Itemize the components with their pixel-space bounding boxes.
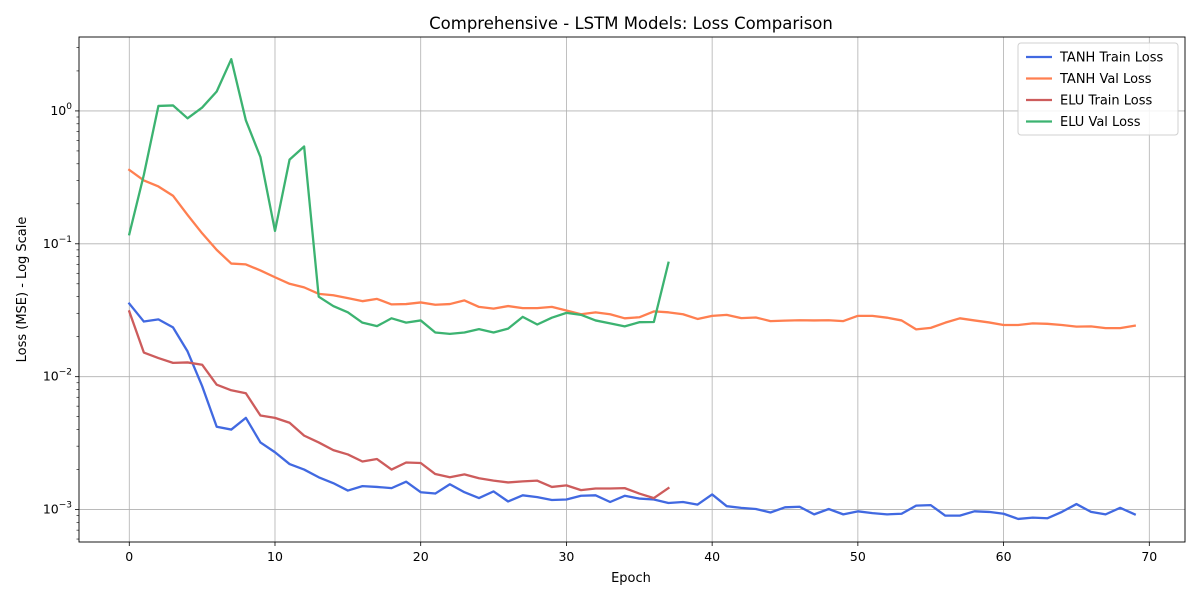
grid [79, 37, 1185, 542]
y-tick-exponent: −3 [59, 501, 72, 511]
y-tick-exponent: −1 [59, 235, 72, 245]
y-tick-label: 100 [50, 102, 72, 118]
x-tick-label: 50 [850, 549, 866, 564]
series-line-3 [127, 309, 671, 500]
chart-title: Comprehensive - LSTM Models: Loss Compar… [429, 14, 833, 33]
x-axis-ticks: 0 10 20 30 40 50 60 70 [125, 542, 1157, 564]
y-tick-exponent: −2 [59, 368, 72, 378]
y-tick-base: 10 [43, 502, 59, 517]
x-tick-label: 40 [704, 549, 720, 564]
plot-area-frame [78, 36, 1186, 543]
series-line-2 [127, 168, 1137, 331]
legend-box [1017, 42, 1179, 136]
y-tick-base: 10 [43, 236, 59, 251]
x-tick-label: 70 [1141, 549, 1157, 564]
y-tick-base: 10 [43, 369, 59, 384]
x-tick-label: 20 [413, 549, 429, 564]
legend-label: TANH Train Loss [1059, 51, 1164, 66]
series-lines [127, 58, 1137, 521]
y-tick-label: 10−1 [43, 235, 72, 251]
x-tick-label: 0 [125, 549, 133, 564]
x-axis-title: Epoch [611, 571, 651, 586]
x-tick-label: 60 [996, 549, 1012, 564]
y-tick-label: 10−3 [43, 501, 72, 517]
y-axis-title: Loss (MSE) - Log Scale [15, 217, 30, 363]
y-tick-base: 10 [50, 103, 66, 118]
legend-label: TANH Val Loss [1059, 72, 1152, 87]
series-line-1 [127, 301, 1137, 521]
legend-label: ELU Train Loss [1060, 94, 1153, 109]
legend: TANH Train Loss TANH Val Loss ELU Train Lo… [1017, 42, 1179, 136]
legend-label: ELU Val Loss [1060, 115, 1141, 130]
series-line-4 [127, 58, 670, 336]
x-tick-label: 30 [558, 549, 574, 564]
x-tick-label: 10 [267, 549, 283, 564]
y-tick-label: 10−2 [43, 368, 72, 384]
y-tick-exponent: 0 [66, 102, 72, 112]
